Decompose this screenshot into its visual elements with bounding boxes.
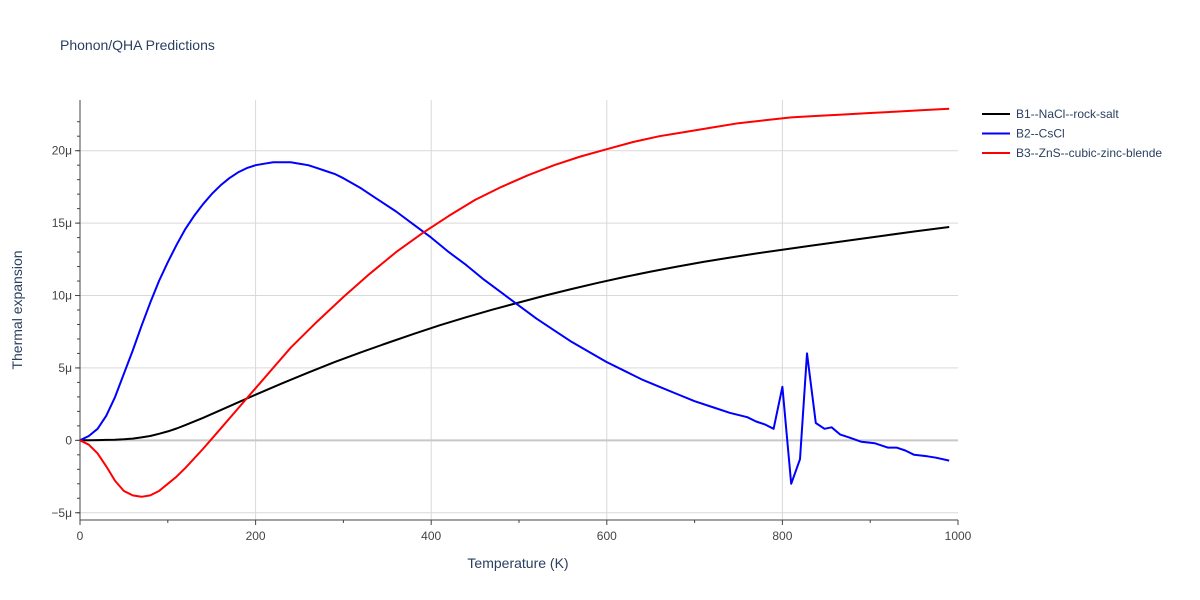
x-tick-label: 1000 [945,529,972,543]
y-tick-label: 15μ [52,216,72,230]
series-line-3 [79,107,950,498]
y-tick-label: −5μ [51,506,72,520]
legend-item-1[interactable]: B1--NaCl--rock-salt [982,107,1119,121]
y-tick-label: 20μ [52,144,72,158]
y-axis-title: Thermal expansion [9,250,25,369]
series-line-1 [79,226,950,442]
legend-label: B3--ZnS--cubic-zinc-blende [1016,146,1162,160]
y-tick-label: 5μ [58,361,72,375]
x-axis-title: Temperature (K) [467,555,568,571]
legend[interactable]: B1--NaCl--rock-salt B2--CsCl B3--ZnS--cubi… [982,107,1162,160]
chart-title: Phonon/QHA Predictions [60,37,215,53]
series-line-2 [79,161,950,485]
x-tick-label: 200 [246,529,266,543]
x-tick-label: 800 [772,529,792,543]
x-tick-label: 600 [597,529,617,543]
legend-item-2[interactable]: B2--CsCl [982,127,1065,141]
axes: 0 200 400 600 800 1000 −5μ 0 5μ 10μ 15μ 20μ [51,100,972,543]
x-tick-label: 400 [421,529,441,543]
legend-item-3[interactable]: B3--ZnS--cubic-zinc-blende [982,146,1162,160]
plot-area [79,107,950,498]
y-tick-label: 0 [65,433,72,447]
legend-label: B1--NaCl--rock-salt [1016,107,1119,121]
y-tick-label: 10μ [52,289,72,303]
grid [80,100,958,520]
x-tick-label: 0 [77,529,84,543]
legend-label: B2--CsCl [1016,127,1065,141]
